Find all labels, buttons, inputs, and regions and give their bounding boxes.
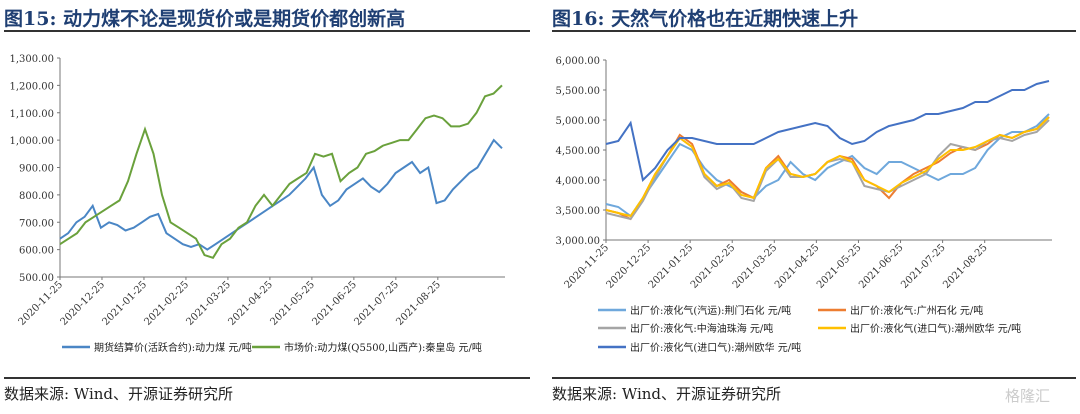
legend-label: 出厂价:液化气:中海油珠海 元/吨: [630, 322, 773, 335]
legend-label: 出厂价:液化气(汽运):荆门石化 元/吨: [630, 304, 791, 317]
divider: [4, 30, 530, 32]
y-tick-label: 1,200.00: [9, 81, 54, 92]
divider: [4, 377, 530, 379]
series-line: [605, 119, 1050, 221]
chart-title-right: 图16: 天然气价格也在近期快速上升: [552, 8, 859, 30]
y-tick-label: 800.00: [19, 191, 54, 202]
legend-label: 期货结算价(活跃合约):动力煤 元/吨: [94, 341, 252, 354]
y-tick-label: 4,500.00: [555, 146, 600, 157]
series-line: [605, 80, 1050, 182]
y-tick-label: 3,500.00: [555, 206, 600, 217]
y-tick-label: 500.00: [19, 273, 54, 284]
y-tick-label: 700.00: [19, 218, 54, 229]
y-tick-label: 1,000.00: [9, 136, 54, 147]
series-line: [605, 116, 1050, 218]
y-tick-label: 600.00: [19, 246, 54, 257]
y-tick-label: 1,300.00: [9, 54, 54, 65]
y-tick-label: 5,000.00: [555, 116, 600, 127]
chart-title-left: 图15: 动力煤不论是现货价或是期货价都创新高: [4, 8, 406, 30]
series-line: [605, 113, 1050, 218]
y-tick-label: 4,000.00: [555, 176, 600, 187]
source-right: 数据来源: Wind、开源证券研究所: [552, 385, 782, 403]
legend-label: 市场价:动力煤(Q5500,山西产):秦皇岛 元/吨: [284, 341, 482, 354]
legend-label: 出厂价:液化气:广州石化 元/吨: [850, 304, 983, 317]
legend-label: 出厂价:液化气(进口气):潮州欧华 元/吨: [630, 341, 801, 354]
divider: [552, 377, 1076, 379]
series-line: [59, 84, 503, 259]
y-tick-label: 6,000.00: [555, 56, 600, 67]
source-left: 数据来源: Wind、开源证券研究所: [4, 385, 234, 403]
y-tick-label: 5,500.00: [555, 86, 600, 97]
legend-label: 出厂价:液化气(进口气):潮州欧华 元/吨: [850, 322, 1021, 335]
watermark-logo: 格隆汇: [1005, 387, 1051, 405]
x-tick-label: 2021-08-25: [394, 279, 443, 328]
divider: [552, 30, 1076, 32]
series-line: [59, 138, 503, 251]
y-tick-label: 1,100.00: [9, 109, 54, 120]
y-tick-label: 900.00: [19, 164, 54, 175]
y-tick-label: 3,000.00: [555, 236, 600, 247]
x-tick-label: 2021-08-25: [941, 242, 990, 291]
